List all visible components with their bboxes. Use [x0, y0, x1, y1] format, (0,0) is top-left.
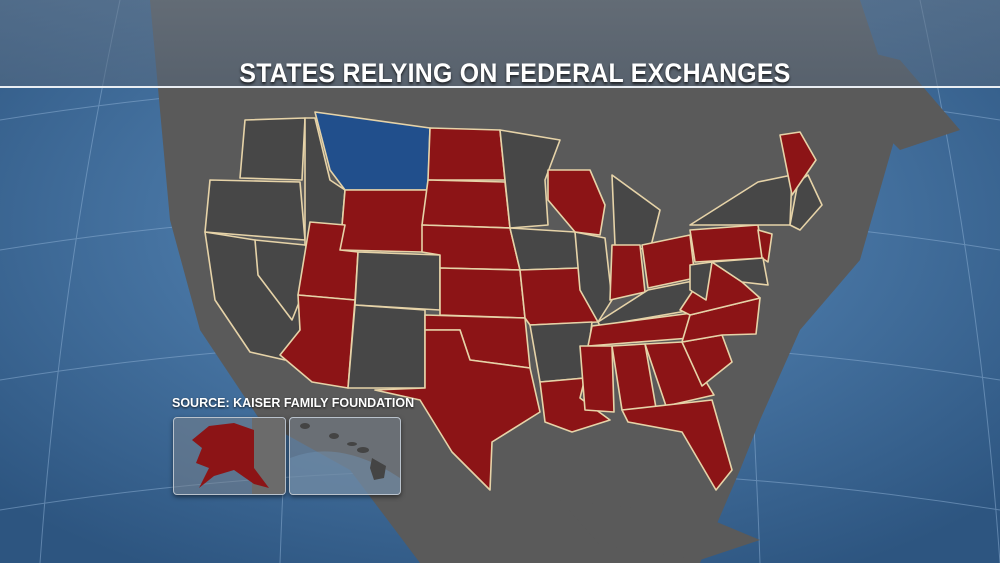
- source-caption: SOURCE: KAISER FAMILY FOUNDATION: [172, 396, 415, 410]
- state-maine: [779, 131, 817, 196]
- state-indiana: [609, 244, 646, 301]
- state-hawaii: [300, 423, 386, 480]
- state-texas: [374, 329, 541, 491]
- state-arizona: [279, 294, 356, 389]
- state-pennsylvania: [689, 224, 764, 263]
- state-iowa: [509, 227, 581, 271]
- state-new-jersey: [757, 229, 773, 263]
- state-illinois: [574, 231, 613, 323]
- state-washington: [239, 117, 306, 181]
- title-bar: [0, 0, 1000, 87]
- map-title: STATES RELYING ON FEDERAL EXCHANGES: [239, 58, 791, 88]
- state-florida: [621, 399, 733, 491]
- state-maryland-delaware: [711, 257, 769, 286]
- state-new-york: [689, 174, 793, 226]
- state-oregon: [204, 179, 306, 241]
- state-wisconsin: [547, 169, 606, 236]
- state-west-virginia: [689, 261, 713, 301]
- landmass-cuba: [560, 500, 760, 560]
- state-north-dakota: [427, 127, 506, 181]
- state-colorado: [354, 251, 441, 311]
- state-kansas: [439, 267, 526, 319]
- title-rule: [0, 86, 1000, 88]
- state-mississippi: [579, 345, 615, 413]
- state-wyoming: [339, 189, 429, 253]
- state-minnesota: [499, 129, 561, 229]
- state-south-dakota: [421, 179, 511, 229]
- state-new-mexico: [347, 304, 426, 389]
- alaska-inset: [173, 417, 286, 495]
- hawaii-inset: [289, 417, 401, 495]
- state-georgia: [644, 341, 715, 407]
- state-alaska: [192, 423, 269, 488]
- state-ohio: [641, 234, 696, 289]
